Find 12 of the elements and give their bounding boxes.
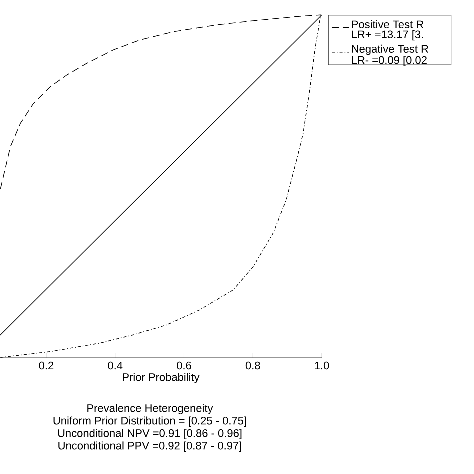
text: Prevalence Heterogeneity	[88, 404, 214, 414]
x-tick-label: 0.6	[177, 362, 192, 370]
legend-label: Negative Test R LR- =0.09 [0.02	[352, 44, 428, 66]
text: Unconditional PPV =0.92 [0.87 - 0.97]	[58, 442, 242, 452]
x-tick-label: 0.8	[246, 362, 260, 370]
x-tick-label: 0.2	[39, 362, 54, 370]
x-axis-title: Prior Probability	[123, 373, 200, 384]
legend-label: Positive Test R LR+ =13.17 [3.	[352, 20, 424, 41]
text: Uniform Prior Distribution = [0.25 - 0.75]	[54, 416, 246, 427]
text: Unconditional NPV =0.91 [0.86 - 0.96]	[58, 429, 242, 440]
x-tick-label: 1.0	[315, 362, 330, 370]
x-tick-label: 0.4	[108, 362, 123, 370]
